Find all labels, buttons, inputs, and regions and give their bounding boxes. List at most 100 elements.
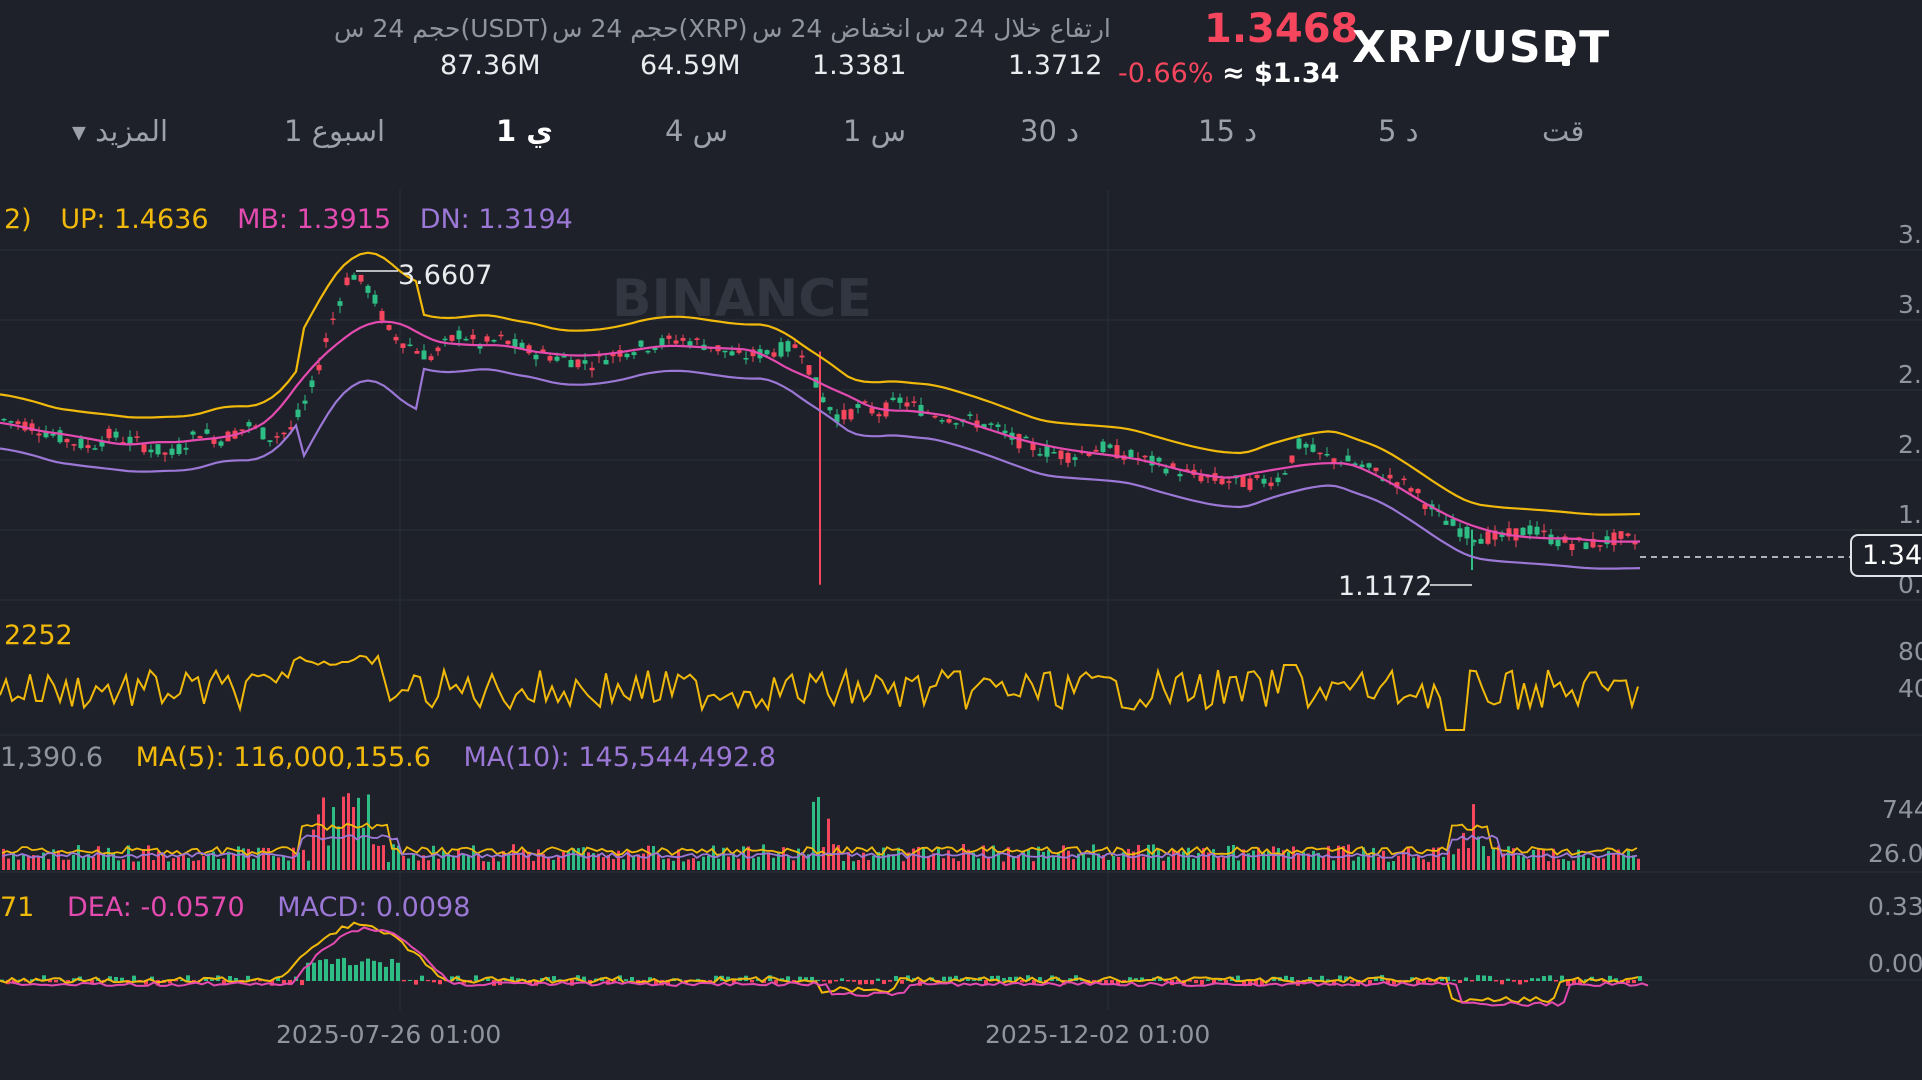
candle-body (176, 444, 182, 454)
macd-histogram-bar (786, 976, 790, 981)
candle-body (722, 350, 728, 353)
rsi-axis-label: 80 (1898, 637, 1922, 666)
volume-bar (1557, 859, 1560, 870)
macd-histogram-bar (234, 977, 238, 981)
high-annotation: 3.6607 (356, 260, 492, 291)
volume-bar (1412, 857, 1415, 870)
volume-bar (1282, 850, 1285, 870)
candle-body (351, 274, 357, 280)
candle-body (1310, 444, 1316, 452)
volume-bar (237, 846, 240, 870)
volume-bar (1587, 858, 1590, 870)
candle-body (211, 437, 217, 444)
rsi-axis-label: 40 (1898, 674, 1922, 703)
candle-body (1289, 455, 1295, 463)
volume-bar (1252, 850, 1255, 870)
vol-axis-label: 26.0 (1868, 839, 1922, 868)
timeframe-more[interactable]: ▼ المزيد (72, 114, 169, 148)
volume-bar (137, 861, 140, 870)
volume-bar (17, 859, 20, 870)
candle-body (197, 436, 203, 439)
candle-body (57, 430, 63, 443)
volume-bar (632, 856, 635, 870)
stat-value-vol-xrp: 64.59M (640, 50, 741, 81)
volume-bar (1607, 850, 1610, 870)
vol-value: 1,390.6 (0, 742, 104, 773)
macd-histogram-bar (666, 980, 670, 986)
volume-bar (362, 827, 365, 870)
candle-body (463, 338, 469, 341)
candle-body (1611, 532, 1617, 546)
candle-body (1415, 489, 1421, 494)
macd-histogram-bar (510, 976, 514, 981)
volume-bar (157, 851, 160, 870)
candle-body (141, 444, 147, 453)
volume-bar (797, 848, 800, 870)
macd-histogram-bar (282, 980, 286, 984)
candle-body (498, 334, 504, 337)
timeframe-4h[interactable]: 4 س (665, 114, 729, 148)
candle-body (638, 340, 644, 347)
candle-body (743, 358, 749, 360)
candle-body (1156, 457, 1162, 462)
volume-bar (1377, 856, 1380, 870)
volume-bar (687, 859, 690, 870)
low-annotation: 1.1172 (1338, 571, 1472, 602)
macd-histogram-bar (378, 962, 382, 981)
macd-histogram-bar (1128, 977, 1132, 981)
timeframe-30m[interactable]: 30 د (1020, 114, 1080, 148)
macd-histogram-bar (1242, 980, 1246, 985)
volume-ma5-line (1, 822, 1638, 857)
candle-body (1590, 538, 1596, 548)
volume-bar (107, 847, 110, 870)
volume-bar (952, 858, 955, 870)
volume-bar (422, 855, 425, 870)
volume-bar (582, 847, 585, 870)
macd-histogram-bar (1032, 980, 1036, 984)
volume-bar (462, 854, 465, 870)
candle-body (750, 349, 756, 357)
macd-histogram-bar (858, 980, 862, 985)
volume-bar (1102, 855, 1105, 870)
macd-histogram-bar (1248, 980, 1252, 986)
volume-bar (662, 859, 665, 870)
volume-bar (297, 852, 300, 870)
macd-histogram-bar (1512, 980, 1516, 982)
candle-body (995, 424, 1001, 427)
volume-bar (1027, 849, 1030, 870)
volume-bar (742, 846, 745, 870)
macd-histogram-bar (414, 980, 418, 985)
macd-histogram-bar (1482, 975, 1486, 981)
candle-body (1149, 455, 1155, 466)
binance-watermark: BINANCE (612, 269, 872, 329)
candle-body (631, 352, 637, 356)
candle-body (323, 338, 329, 342)
volume-bar (1467, 848, 1470, 870)
timeframe-time[interactable]: قت (1542, 114, 1585, 148)
macd-histogram-bar (450, 976, 454, 981)
volume-bar (1267, 851, 1270, 870)
candle-body (1261, 478, 1267, 484)
volume-bar (252, 858, 255, 870)
macd-histogram-bar (132, 975, 136, 981)
volume-bar (1197, 852, 1200, 870)
menu-icon[interactable] (1562, 32, 1572, 74)
volume-bar (322, 797, 325, 870)
candle-body (1408, 488, 1414, 492)
volume-bar (1242, 849, 1245, 870)
volume-bar (112, 852, 115, 870)
volume-bar (52, 849, 55, 870)
vol-legend: 1,390.6 MA(5): 116,000,155.6 MA(10): 145… (0, 742, 776, 773)
volume-bar (272, 855, 275, 870)
timeframe-1h[interactable]: 1 س (843, 114, 907, 148)
macd-histogram-bar (1254, 980, 1258, 985)
timeframe-15m[interactable]: 15 د (1198, 114, 1258, 148)
volume-bar (412, 854, 415, 870)
volume-bar (507, 854, 510, 870)
candle-body (295, 409, 301, 418)
timeframe-1w[interactable]: 1 اسبوع (284, 114, 386, 148)
candle-body (358, 274, 364, 282)
timeframe-1d[interactable]: 1 ي (496, 114, 553, 148)
timeframe-5m[interactable]: 5 د (1378, 114, 1419, 148)
